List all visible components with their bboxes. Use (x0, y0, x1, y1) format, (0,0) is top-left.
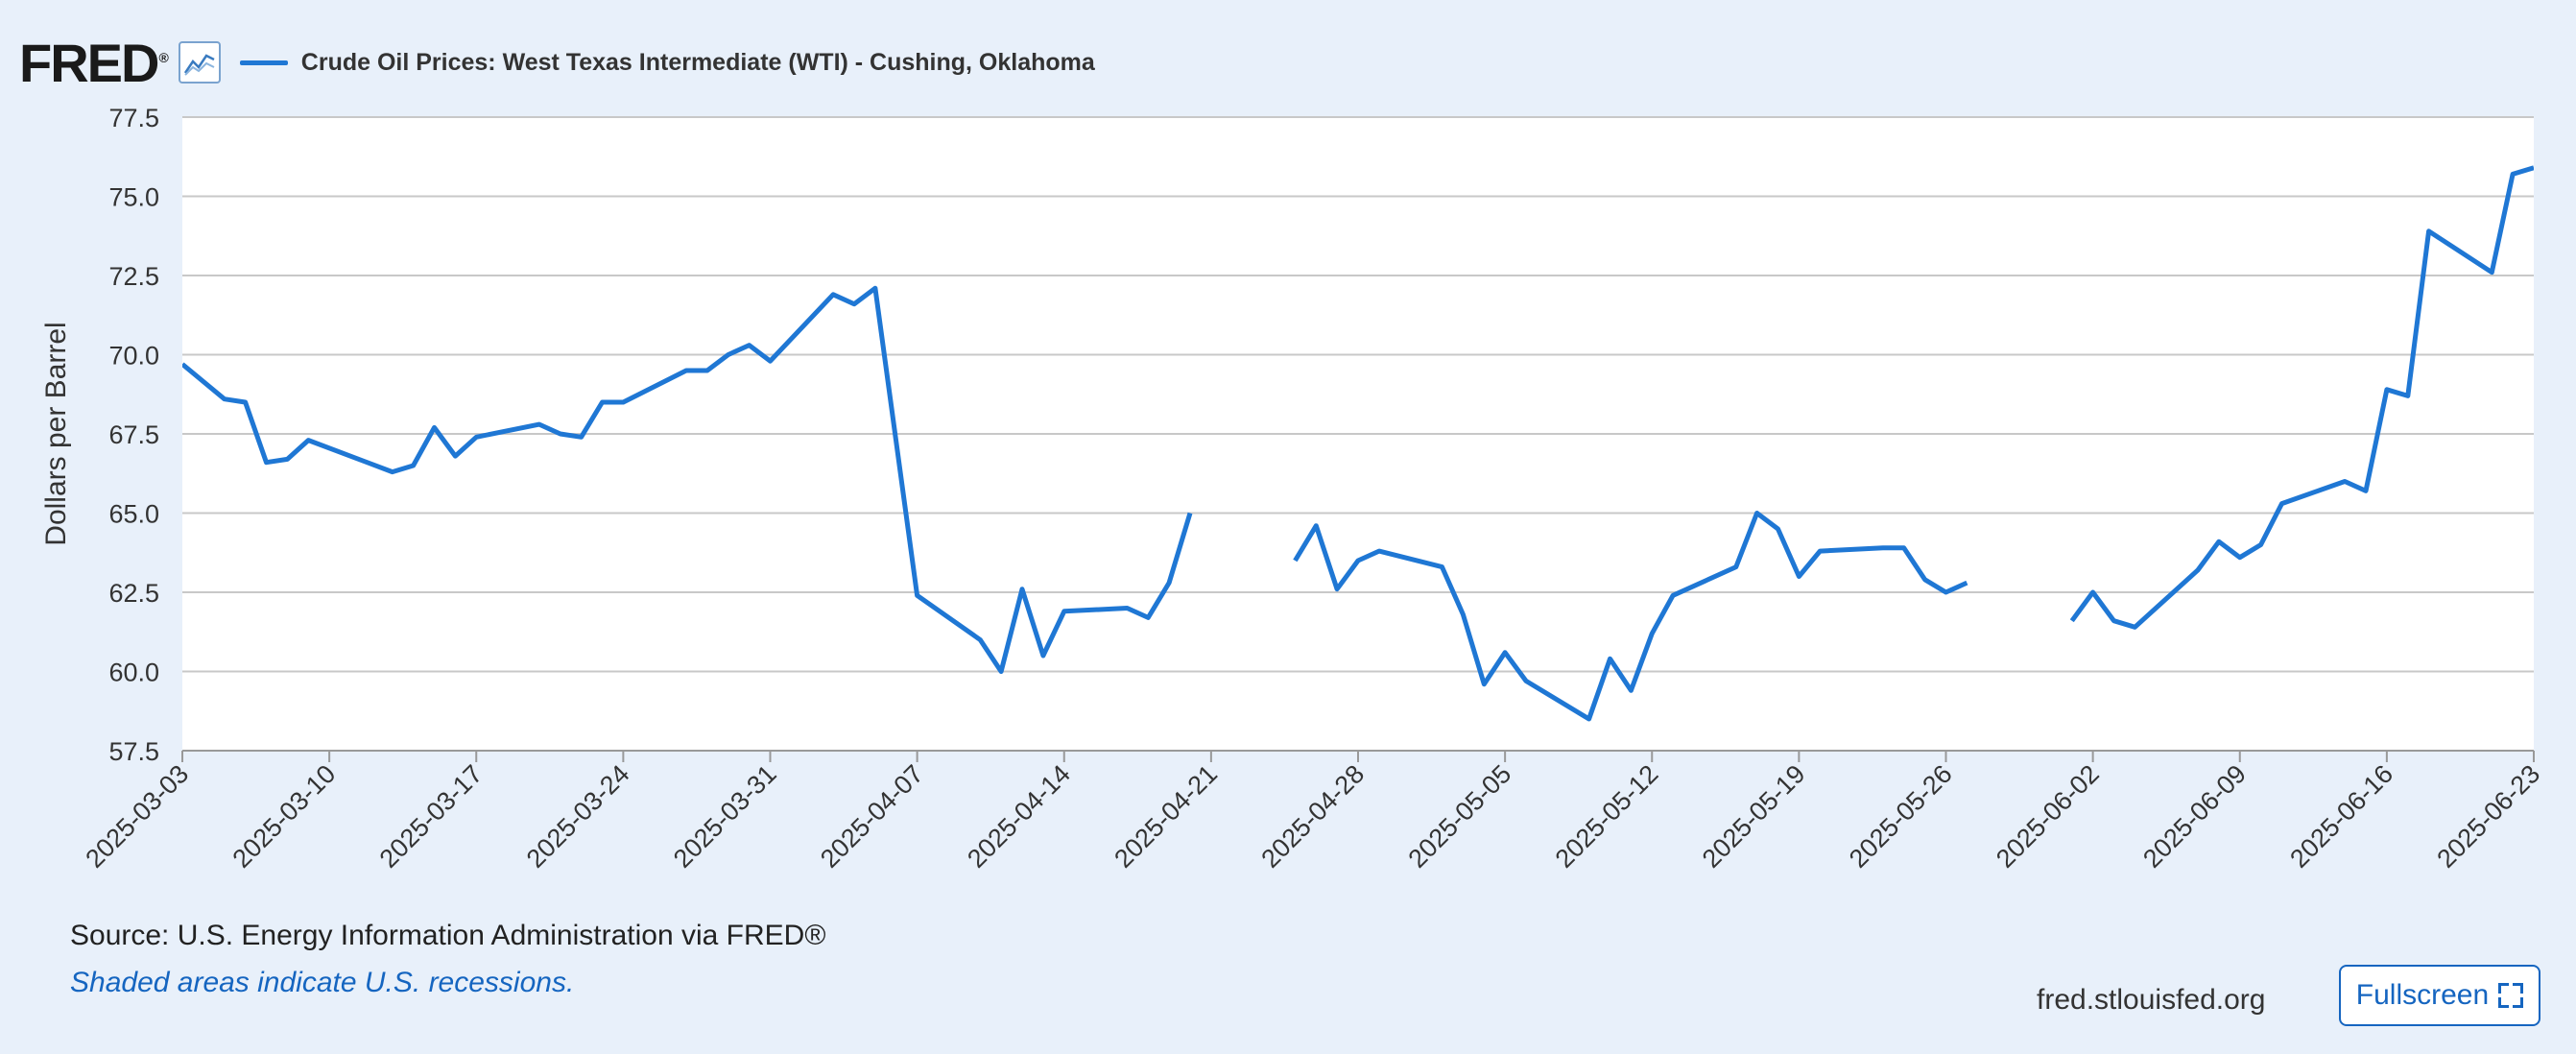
x-tick-label: 2025-06-09 (2137, 759, 2252, 874)
y-tick-label: 60.0 (108, 659, 159, 687)
x-tick-label: 2025-03-03 (80, 759, 194, 874)
x-tick-label: 2025-06-16 (2284, 759, 2398, 874)
x-tick-label: 2025-04-07 (815, 759, 929, 874)
source-text: Source: U.S. Energy Information Administ… (70, 920, 825, 952)
y-tick-label: 70.0 (108, 342, 159, 371)
x-tick-label: 2025-06-23 (2431, 759, 2545, 874)
legend-swatch (239, 60, 288, 65)
y-tick-label: 67.5 (108, 420, 159, 449)
x-tick-label: 2025-04-14 (962, 759, 1076, 874)
source-prefix: Source: (70, 920, 178, 951)
y-tick-label: 72.5 (108, 262, 159, 291)
fullscreen-label: Fullscreen (2355, 979, 2490, 1011)
y-tick-label: 57.5 (108, 737, 159, 766)
fred-logo[interactable]: FRED® (19, 32, 169, 93)
x-axis-ticks: 2025-03-03 2025-03-10 2025-03-17 2025-03-24… (80, 750, 2545, 874)
y-axis-label: Dollars per Barrel (40, 322, 72, 545)
y-tick-label: 75.0 (108, 183, 159, 212)
y-tick-label: 77.5 (108, 104, 159, 132)
x-tick-label: 2025-05-12 (1550, 759, 1664, 874)
source-link[interactable]: U.S. Energy Information Administration v… (177, 920, 826, 951)
series-lines (182, 165, 2534, 722)
x-tick-label: 2025-05-26 (1844, 759, 1958, 874)
x-tick-label: 2025-05-19 (1697, 759, 1811, 874)
x-tick-label: 2025-03-24 (521, 759, 635, 874)
y-tick-label: 62.5 (108, 579, 159, 608)
series-line-segment[interactable] (1293, 511, 1968, 722)
recession-note[interactable]: Shaded areas indicate U.S. recessions. (70, 967, 575, 998)
series-line-segment[interactable] (182, 285, 1193, 674)
x-tick-label: 2025-04-28 (1255, 759, 1370, 874)
x-tick-label: 2025-04-21 (1109, 759, 1223, 874)
x-tick-label: 2025-06-02 (1991, 759, 2105, 874)
fullscreen-button[interactable]: Fullscreen (2339, 965, 2540, 1026)
series-title: Crude Oil Prices: West Texas Intermediat… (300, 48, 1095, 76)
chart-header: FRED® Crude Oil Prices: West Texas Inter… (19, 29, 1095, 96)
series-line-segment[interactable] (2069, 165, 2534, 630)
y-axis-ticks: 57.5 60.0 62.5 65.0 67.5 70.0 72.5 75.0 77.5 (108, 104, 159, 766)
y-tick-label: 65.0 (108, 500, 159, 529)
expand-icon (2498, 983, 2524, 1008)
chart-line-icon[interactable] (178, 41, 221, 84)
x-tick-label: 2025-03-17 (374, 759, 489, 874)
x-tick-label: 2025-03-10 (227, 759, 341, 874)
site-url[interactable]: fred.stlouisfed.org (2037, 984, 2266, 1016)
x-tick-label: 2025-03-31 (668, 759, 782, 874)
x-tick-label: 2025-05-05 (1402, 759, 1516, 874)
